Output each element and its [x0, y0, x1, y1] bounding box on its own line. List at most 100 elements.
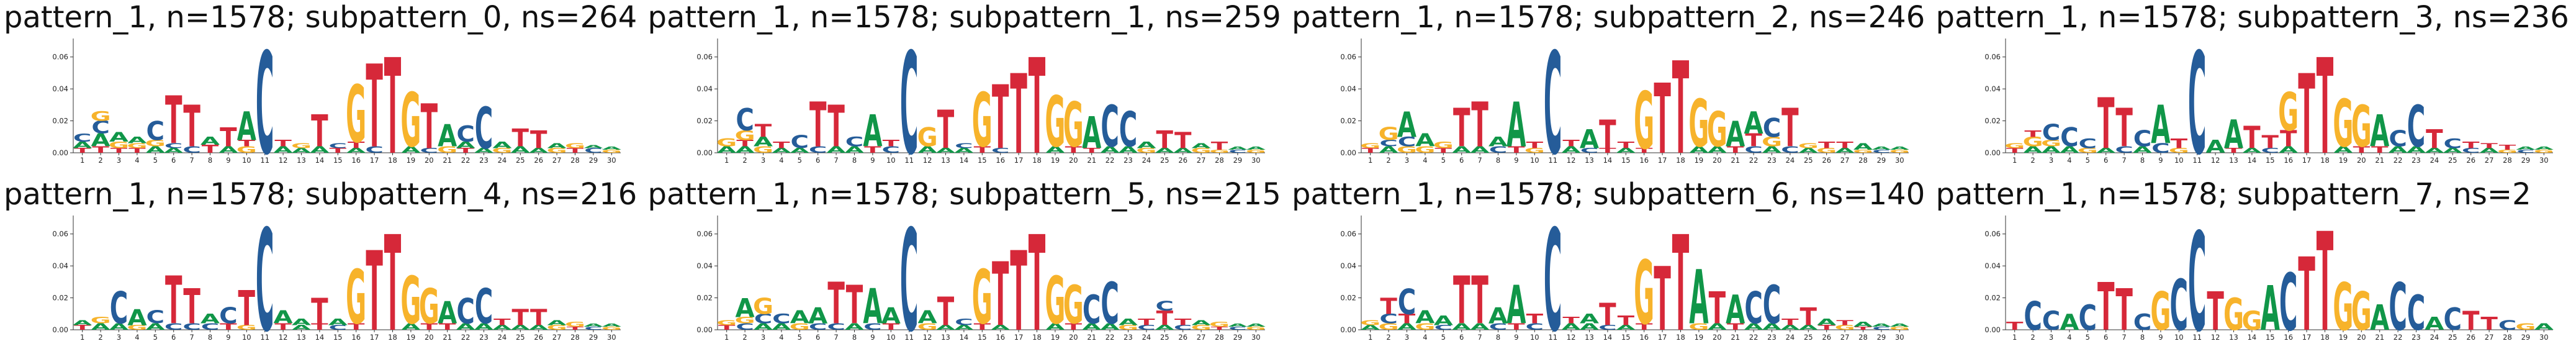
- logo-letter: C: [1155, 298, 1174, 314]
- logo-letter: A: [2333, 145, 2353, 155]
- x-tick-label: 15: [1621, 333, 1631, 342]
- x-tick-label: 29: [1233, 333, 1242, 342]
- logo-letter: A: [1726, 114, 1745, 155]
- x-tick-label: 5: [1441, 156, 1446, 165]
- logo-letter: T: [1526, 311, 1544, 327]
- x-tick-label: 6: [2104, 156, 2108, 165]
- logo-letter: T: [421, 322, 438, 332]
- logo-letter: A: [1191, 319, 1210, 327]
- logo-letter: A: [1045, 145, 1065, 155]
- logo-letter: T: [439, 322, 456, 332]
- x-tick-label: 21: [2375, 333, 2384, 342]
- logo-letter: A: [1580, 311, 1599, 327]
- logo-letter: G: [734, 128, 755, 143]
- logo-letter: C: [420, 147, 439, 154]
- logo-letter: C: [899, 201, 918, 354]
- logo-letter: C: [1228, 325, 1247, 330]
- logo-letter: C: [2024, 294, 2042, 340]
- logo-letter: G: [1798, 142, 1819, 150]
- logo-letter: T: [1855, 325, 1872, 330]
- x-tick-label: 16: [2284, 156, 2293, 165]
- logo-letter: C: [754, 311, 772, 327]
- logo-letter: A: [328, 317, 348, 327]
- x-tick-label: 10: [886, 333, 895, 342]
- logo-letter: G: [2040, 138, 2061, 148]
- x-tick-label: 10: [1530, 156, 1539, 165]
- logo-letter: A: [2370, 297, 2389, 338]
- x-tick-label: 5: [1441, 333, 1446, 342]
- logo-letter: G: [1762, 134, 1782, 150]
- x-tick-label: 19: [407, 156, 416, 165]
- logo-letter: A: [1799, 324, 1818, 331]
- x-tick-label: 28: [1215, 156, 1224, 165]
- logo-letter: G: [1245, 325, 1266, 330]
- y-tick-label: 0.04: [52, 261, 68, 270]
- x-tick-label: 8: [208, 333, 212, 342]
- x-tick-label: 11: [260, 156, 269, 165]
- logo-letter: C: [1119, 102, 1137, 158]
- logo-letter: A: [1744, 322, 1764, 332]
- logo-letter: A: [2060, 309, 2079, 335]
- logo-letter: T: [1156, 307, 1173, 330]
- x-tick-label: 4: [779, 156, 783, 165]
- x-tick-label: 19: [1050, 156, 1060, 165]
- x-tick-label: 2: [2030, 333, 2035, 342]
- logo-letter: C: [827, 322, 845, 332]
- logo-letter: G: [2168, 147, 2189, 154]
- y-tick-label: 0.02: [1984, 294, 2001, 302]
- logo-letter: A: [753, 322, 773, 332]
- logo-letter: T: [220, 322, 237, 332]
- logo-letter: G: [1634, 76, 1654, 167]
- logo-letter: A: [954, 324, 973, 331]
- logo-letter: C: [1434, 324, 1453, 331]
- logo-letter: C: [2461, 147, 2480, 154]
- y-tick-label: 0.06: [696, 53, 713, 61]
- x-tick-label: 1: [724, 333, 729, 342]
- logo-letter: T: [1562, 138, 1580, 148]
- x-tick-label: 29: [2521, 333, 2530, 342]
- logo-letter: A: [492, 324, 511, 331]
- logo-letter: A: [109, 129, 128, 145]
- logo-letter: C: [1173, 324, 1192, 331]
- logo-letter: A: [772, 147, 791, 154]
- logo-letter: C: [2407, 93, 2425, 160]
- x-tick-label: 6: [171, 333, 176, 342]
- chart-title: pattern_1, n=1578; subpattern_7, ns=2: [1935, 177, 2531, 212]
- logo-letter: C: [2133, 309, 2151, 335]
- logo-letter: T: [348, 140, 365, 150]
- logo-letter: T: [2006, 320, 2024, 332]
- logo-letter: T: [1526, 140, 1544, 150]
- logo-letter: A: [109, 322, 129, 332]
- logo-letter: A: [1470, 145, 1490, 155]
- logo-letter: A: [1835, 147, 1855, 154]
- logo-letter: T: [220, 122, 236, 153]
- x-tick-label: 22: [1105, 156, 1114, 165]
- x-tick-label: 14: [959, 156, 968, 165]
- logo-letter: G: [1191, 324, 1211, 331]
- logo-letter: C: [808, 322, 827, 332]
- logo-letter: C: [182, 322, 201, 332]
- logo-letter: T: [493, 317, 511, 327]
- logo-letter: A: [91, 322, 111, 332]
- x-tick-label: 4: [1423, 333, 1427, 342]
- logo-letter: A: [200, 135, 220, 147]
- x-tick-label: 9: [226, 156, 230, 165]
- logo-letter: T: [2243, 119, 2261, 155]
- x-tick-label: 12: [922, 156, 932, 165]
- x-tick-label: 5: [797, 333, 801, 342]
- logo-letter: T: [882, 322, 899, 332]
- logo-letter: T: [937, 289, 953, 335]
- logo-letter: C: [1137, 324, 1156, 331]
- x-tick-label: 12: [2210, 333, 2220, 342]
- x-tick-label: 7: [2122, 333, 2126, 342]
- x-tick-label: 8: [2140, 156, 2144, 165]
- logo-letter: G: [716, 319, 737, 327]
- logo-letter: A: [146, 145, 166, 155]
- logo-letter: T: [567, 325, 584, 330]
- logo-letter: G: [565, 142, 585, 150]
- x-tick-label: 4: [1423, 156, 1427, 165]
- logo-letter: G: [2533, 148, 2554, 153]
- x-tick-label: 25: [2448, 333, 2457, 342]
- x-tick-label: 17: [1014, 333, 1023, 342]
- x-tick-label: 30: [1251, 333, 1260, 342]
